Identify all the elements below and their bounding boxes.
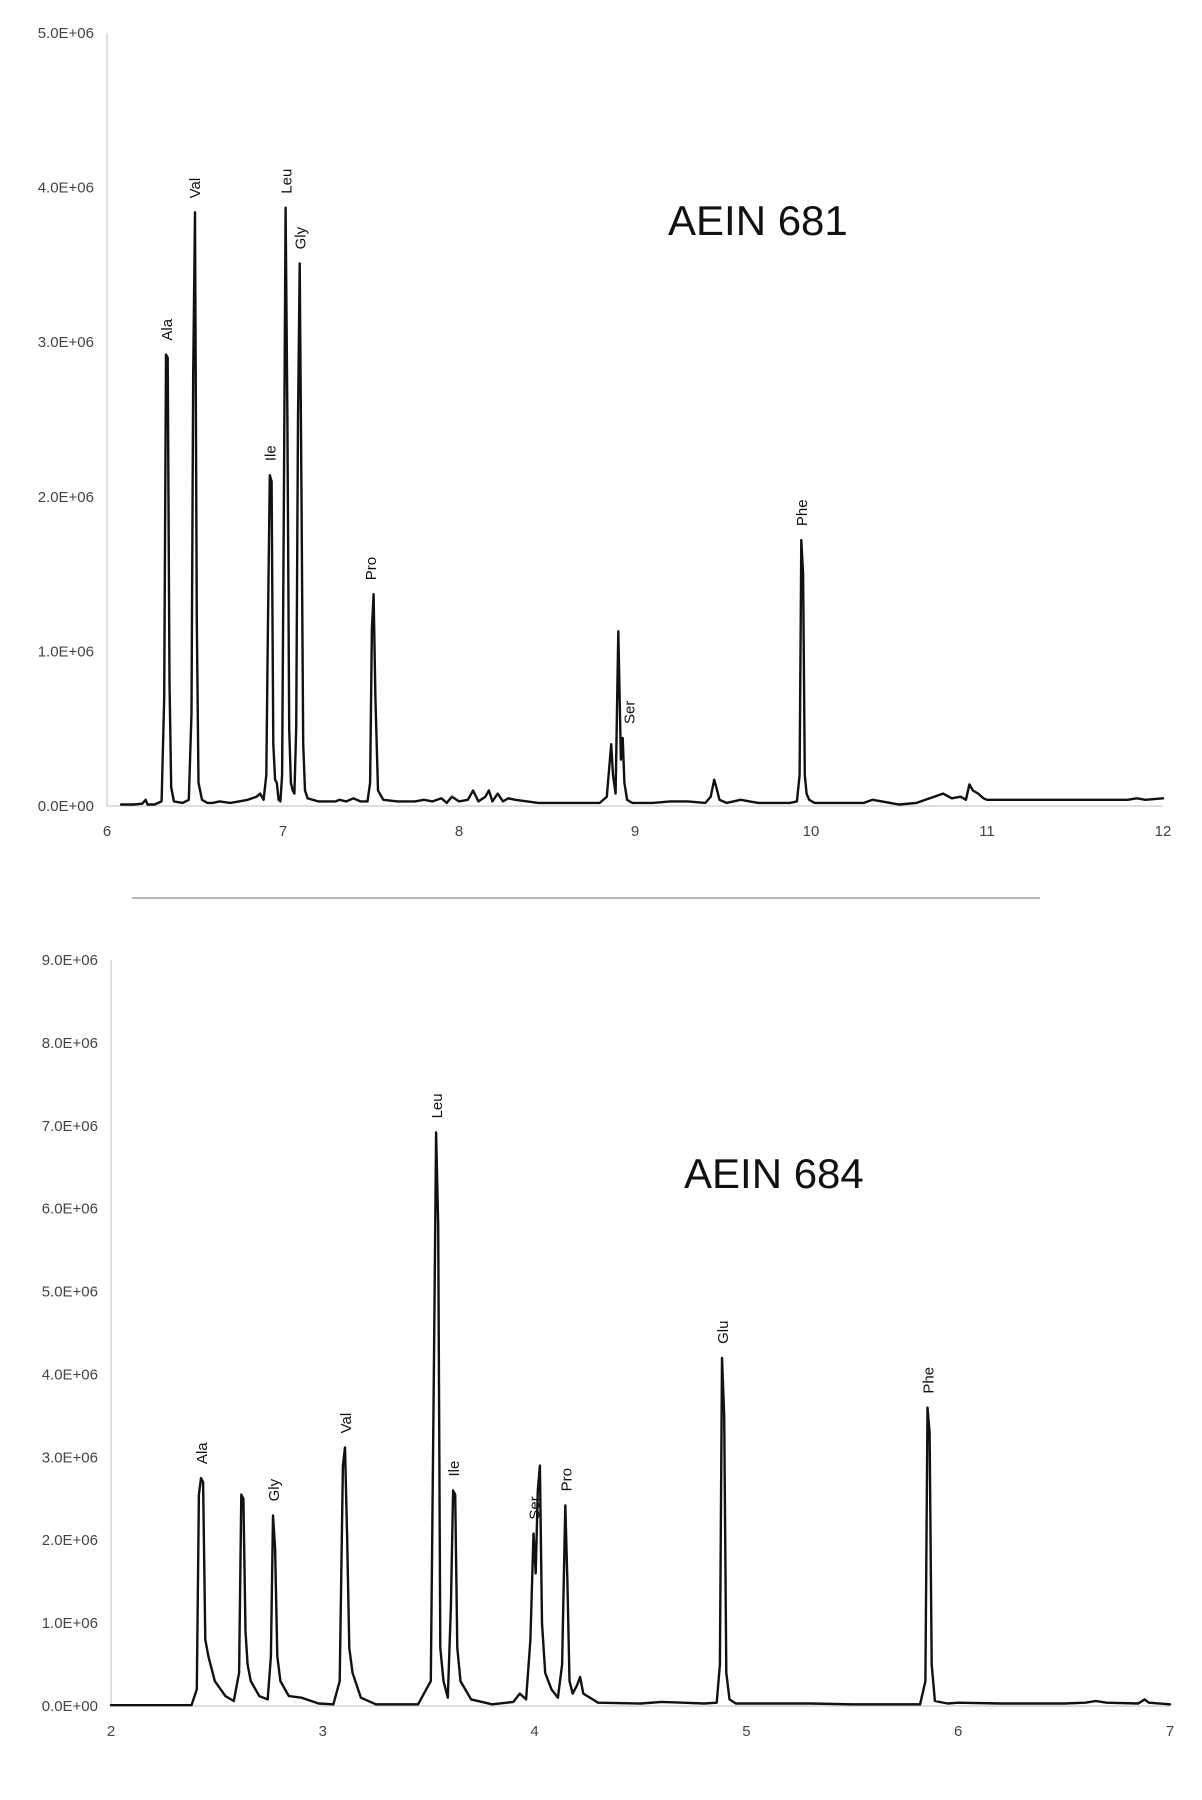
y-tick-label: 2.0E+06 xyxy=(38,489,94,506)
x-tick-label: 5 xyxy=(742,1723,750,1740)
panel-title: AEIN 684 xyxy=(684,1150,864,1197)
x-tick-labels: 2 3 4 5 6 7 xyxy=(107,1723,1174,1740)
peak-label-ile: Ile xyxy=(263,445,280,461)
y-tick-label: 1.0E+06 xyxy=(42,1615,98,1632)
x-tick-label: 10 xyxy=(803,823,820,840)
peak-label-pro: Pro xyxy=(363,557,380,580)
peak-label-gly: Gly xyxy=(266,1478,283,1501)
y-tick-label: 6.0E+06 xyxy=(42,1201,98,1218)
y-tick-label: 0.0E+00 xyxy=(38,798,94,815)
x-tick-label: 8 xyxy=(455,823,463,840)
y-tick-labels: 0.0E+00 1.0E+06 2.0E+06 3.0E+06 4.0E+06 5.0E+… xyxy=(42,952,98,1715)
y-tick-label: 0.0E+00 xyxy=(42,1698,98,1715)
peak-label-glu: Glu xyxy=(715,1321,732,1344)
y-tick-label: 3.0E+06 xyxy=(38,334,94,351)
peak-labels: Ala Val Ile Leu Gly Pro Ser Phe xyxy=(159,169,811,724)
chromatogram-aein-684: 0.0E+00 1.0E+06 2.0E+06 3.0E+06 4.0E+06 5.0E+… xyxy=(42,952,1174,1740)
x-tick-label: 6 xyxy=(103,823,111,840)
x-tick-label: 7 xyxy=(1166,1723,1174,1740)
x-tick-label: 6 xyxy=(954,1723,962,1740)
peak-label-leu: Leu xyxy=(429,1093,446,1118)
x-tick-label: 4 xyxy=(530,1723,538,1740)
x-tick-label: 7 xyxy=(279,823,287,840)
peak-label-pro: Pro xyxy=(558,1468,575,1491)
y-tick-labels: 0.0E+00 1.0E+06 2.0E+06 3.0E+06 4.0E+06 5.0E+… xyxy=(38,25,94,815)
x-tick-label: 9 xyxy=(631,823,639,840)
peak-label-gly: Gly xyxy=(293,226,310,249)
chromatogram-trace xyxy=(109,1131,1172,1707)
y-tick-label: 9.0E+06 xyxy=(42,952,98,969)
x-tick-label: 11 xyxy=(979,823,995,840)
y-tick-label: 2.0E+06 xyxy=(42,1532,98,1549)
peak-label-ser: Ser xyxy=(622,701,639,724)
y-tick-label: 7.0E+06 xyxy=(42,1118,98,1135)
peak-label-ser: Ser xyxy=(527,1496,544,1519)
peak-label-leu: Leu xyxy=(279,169,296,194)
panel-title: AEIN 681 xyxy=(668,197,848,244)
x-tick-label: 2 xyxy=(107,1723,115,1740)
peak-label-val: Val xyxy=(187,178,204,199)
y-tick-label: 3.0E+06 xyxy=(42,1449,98,1466)
x-tick-label: 12 xyxy=(1155,823,1172,840)
peak-label-phe: Phe xyxy=(794,499,811,526)
x-tick-label: 3 xyxy=(319,1723,327,1740)
peak-label-ile: Ile xyxy=(446,1461,463,1477)
peak-labels: Ala Gly Val Leu Ile Ser Pro Glu Phe xyxy=(194,1093,937,1519)
peak-label-ala: Ala xyxy=(194,1442,211,1464)
y-tick-label: 5.0E+06 xyxy=(42,1284,98,1301)
chromatogram-aein-681: 0.0E+00 1.0E+06 2.0E+06 3.0E+06 4.0E+06 5.0E+… xyxy=(38,25,1172,840)
peak-label-val: Val xyxy=(338,1413,355,1434)
chromatogram-trace xyxy=(119,206,1165,806)
y-tick-label: 4.0E+06 xyxy=(42,1366,98,1383)
peak-label-phe: Phe xyxy=(921,1367,938,1394)
y-tick-label: 5.0E+06 xyxy=(38,25,94,42)
x-tick-labels: 6 7 8 9 10 11 12 xyxy=(103,823,1172,840)
y-tick-label: 4.0E+06 xyxy=(38,180,94,197)
y-tick-label: 8.0E+06 xyxy=(42,1035,98,1052)
peak-label-ala: Ala xyxy=(159,318,176,340)
y-tick-label: 1.0E+06 xyxy=(38,643,94,660)
